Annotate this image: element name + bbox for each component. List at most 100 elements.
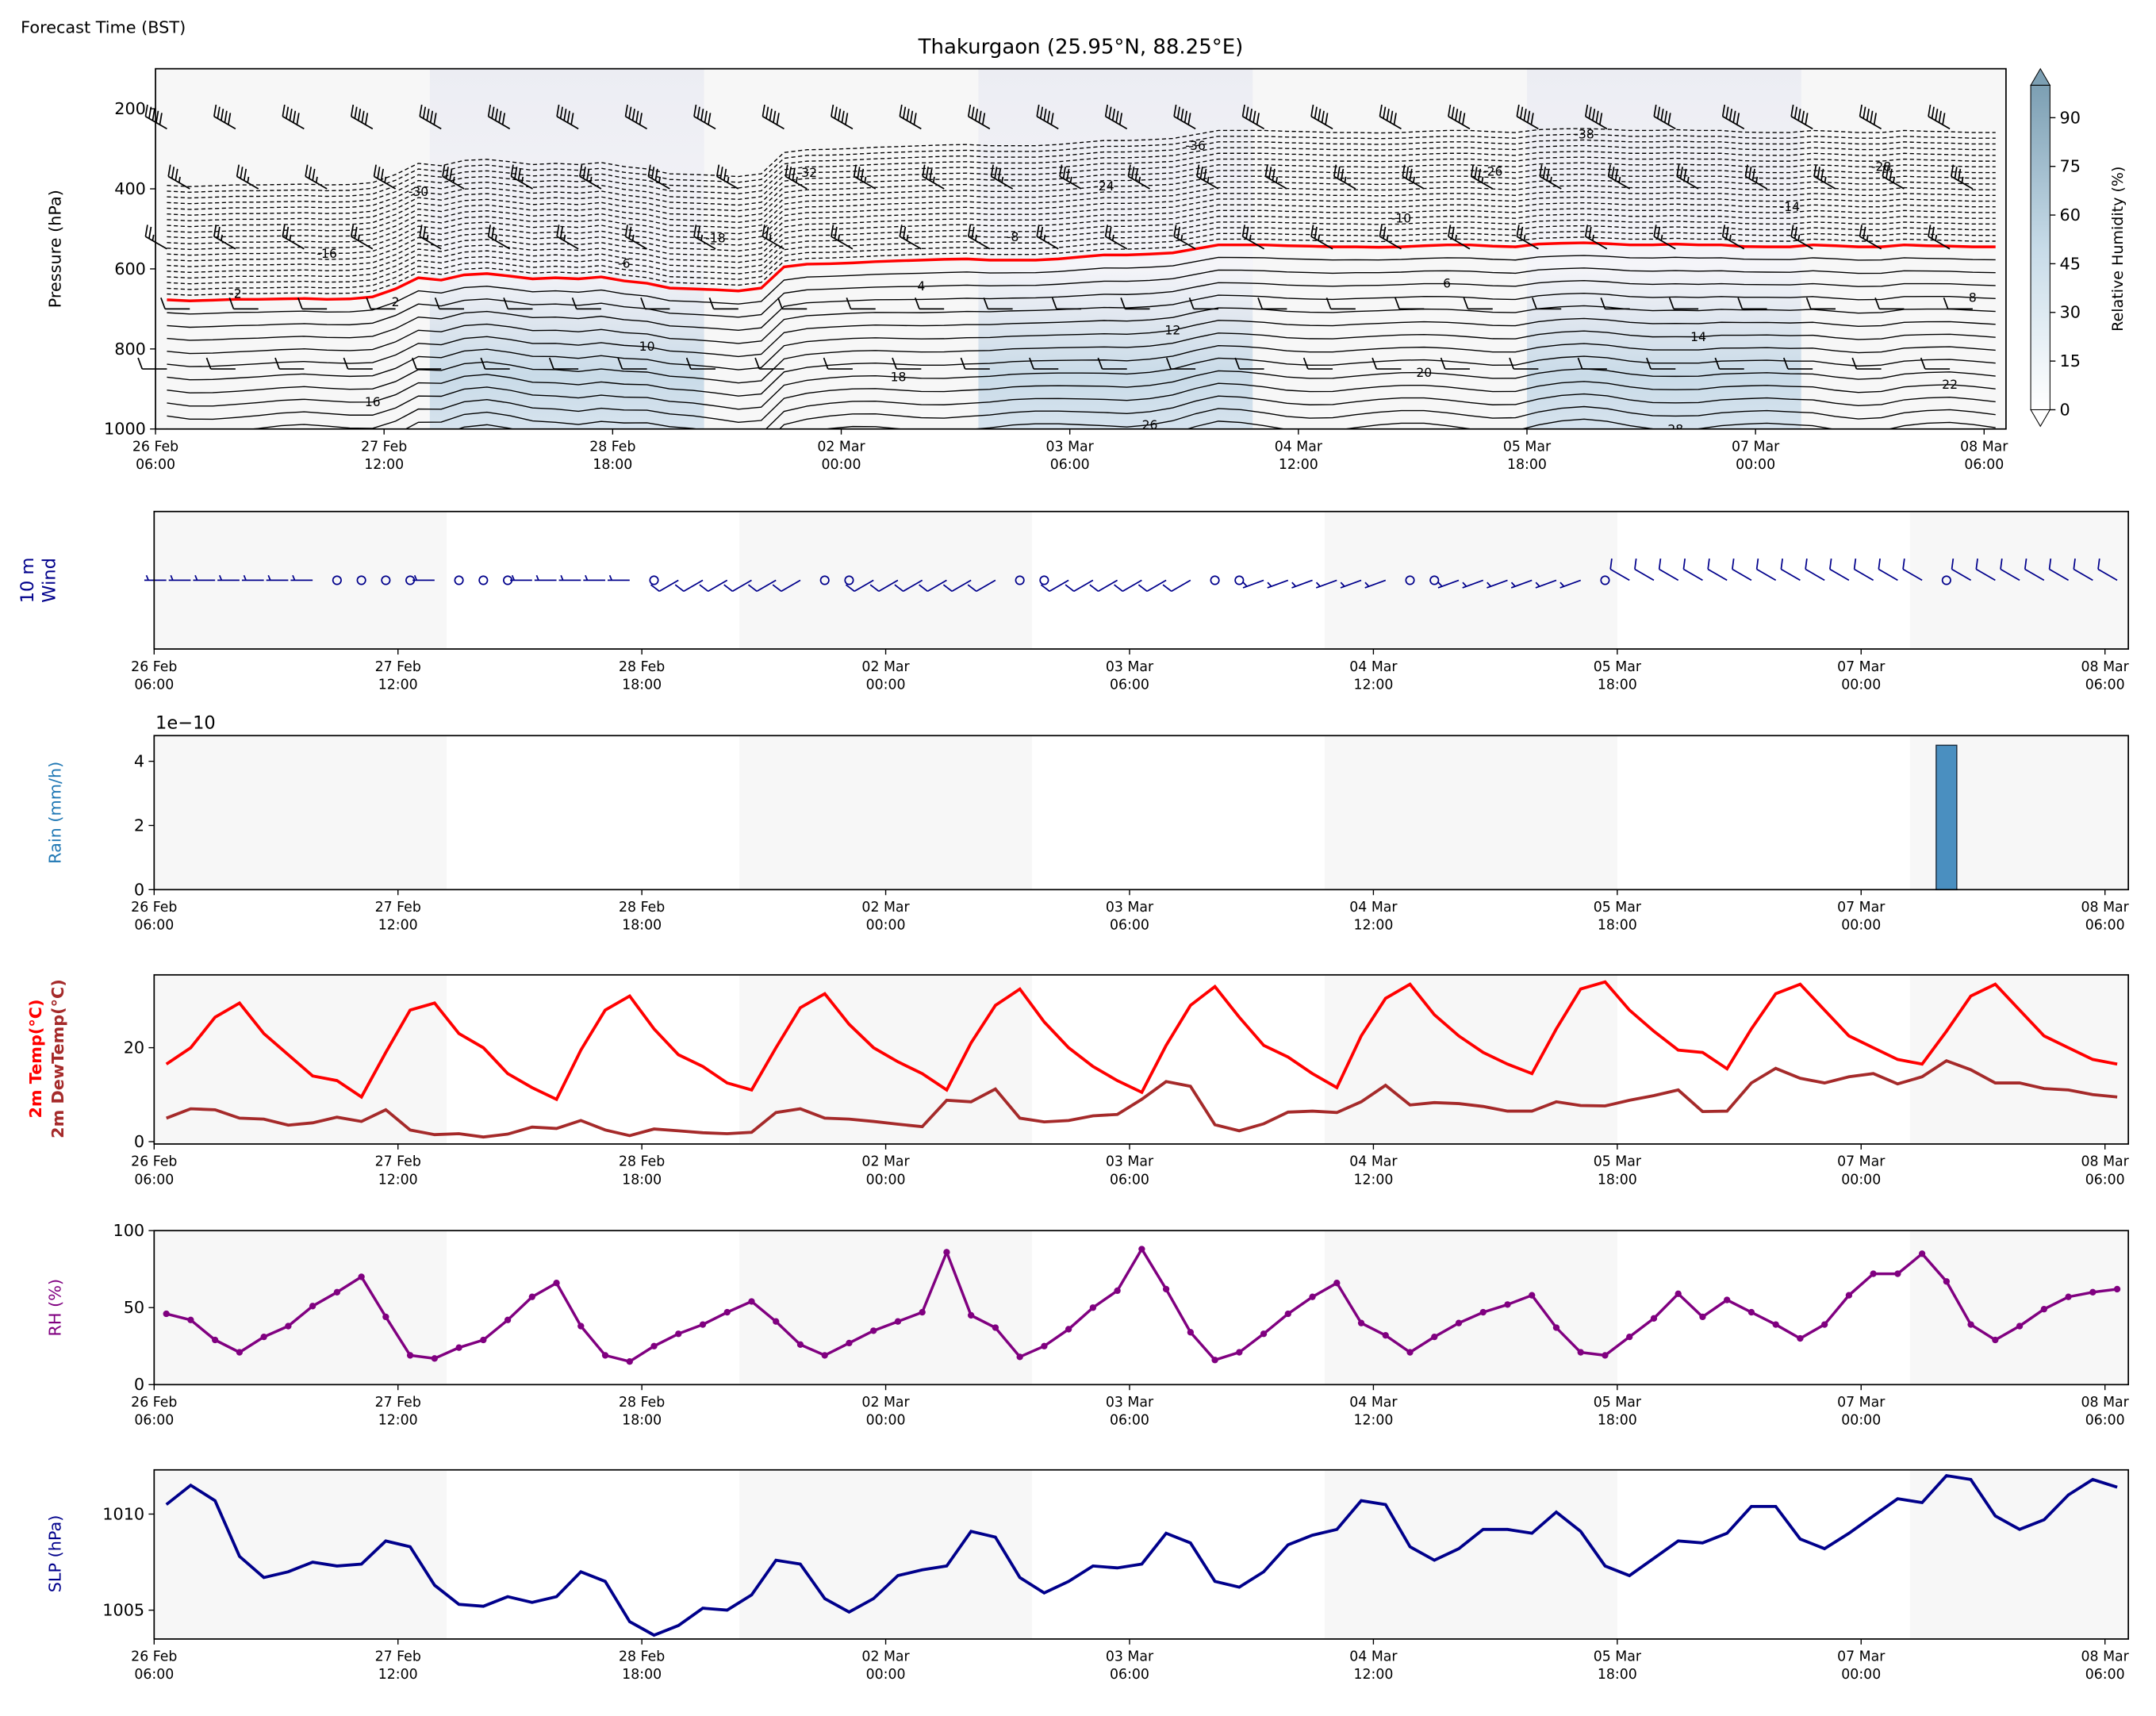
barb-flag	[1584, 225, 1589, 237]
rh-point	[650, 1342, 658, 1349]
barb-flag	[978, 110, 982, 123]
rh-point	[1650, 1315, 1658, 1322]
temp-shade-band	[739, 974, 1033, 1144]
wind-barb-icon	[534, 574, 557, 582]
barb-flag	[1097, 357, 1103, 370]
barb-staff	[1098, 579, 1118, 593]
barb-flag	[566, 110, 570, 123]
barb-half-flag	[585, 574, 589, 581]
barb-flag	[1732, 559, 1735, 570]
upper-wind-barb-icon	[960, 357, 990, 370]
slp-x-tick-date: 02 Mar	[861, 1649, 910, 1665]
barb-staff	[1073, 579, 1094, 593]
rh-point	[406, 1352, 414, 1359]
barb-half-flag	[1728, 234, 1732, 241]
barb-half-flag	[1138, 176, 1141, 183]
wind-barb-icon	[558, 574, 581, 582]
upper-wind-barb-icon	[1104, 225, 1128, 250]
isotherm-solid	[167, 267, 1996, 328]
barb-flag	[1793, 106, 1798, 119]
temp-y-tick-label: 0	[134, 1132, 144, 1151]
barb-flag	[2097, 559, 2100, 570]
isotherm-solid	[167, 317, 1996, 381]
upper-wind-barb-icon	[1813, 164, 1836, 190]
upper-wind-barb-icon	[1805, 298, 1836, 310]
barb-flag	[834, 226, 838, 239]
rh-point	[260, 1333, 267, 1341]
barb-flag	[700, 109, 704, 121]
barb-flag	[159, 113, 163, 125]
slp-x-tick-date: 04 Mar	[1349, 1649, 1398, 1665]
rh-point	[1016, 1353, 1023, 1361]
calm-circle-icon	[332, 575, 342, 585]
barb-flag	[228, 298, 235, 309]
rh-shade-band	[1324, 1230, 1617, 1385]
pressure-y-tick-label: 400	[114, 179, 146, 198]
contour-label: 10	[639, 340, 655, 354]
upper-wind-barb-icon	[708, 298, 738, 310]
temp-axis-label: 2m Temp(°C)	[26, 1000, 45, 1119]
barb-flag	[1249, 109, 1253, 121]
upper-wind-barb-icon	[434, 298, 465, 310]
top-x-tick-date: 08 Mar	[1960, 439, 2008, 455]
barb-flag	[651, 167, 655, 179]
barb-half-flag	[1180, 234, 1183, 241]
top-x-tick-time: 18:00	[593, 457, 632, 473]
wind-barb-icon	[1682, 559, 1703, 582]
barb-flag	[838, 109, 842, 121]
barb-flag	[910, 110, 914, 123]
contour-label: 2	[392, 295, 400, 309]
contour-label: -18	[705, 231, 725, 245]
barb-flag	[1530, 113, 1534, 125]
wind-barb-icon	[2000, 559, 2020, 582]
slp-x-tick-time: 12:00	[378, 1667, 418, 1683]
barb-half-flag	[589, 176, 593, 183]
calm-circle-icon	[844, 575, 854, 585]
barb-flag	[1653, 104, 1657, 117]
barb-flag	[449, 168, 453, 181]
barb-flag	[1951, 559, 1955, 570]
upper-wind-barb-icon	[1509, 357, 1539, 370]
rh-y-tick-label: 50	[124, 1298, 144, 1317]
barb-flag	[1256, 113, 1260, 125]
barb-flag	[674, 584, 685, 592]
barb-flag	[640, 298, 646, 309]
pressure-y-tick-label: 800	[114, 340, 146, 359]
barb-half-flag	[218, 574, 223, 581]
barb-flag	[1520, 106, 1524, 119]
contour-label: 20	[1416, 366, 1432, 380]
barb-flag	[942, 584, 953, 592]
upper-wind-barb-icon	[167, 164, 190, 190]
barb-flag	[1607, 164, 1612, 177]
upper-wind-barb-icon	[1584, 104, 1608, 130]
barb-flag	[1805, 559, 1808, 570]
isotherm-dashed	[167, 236, 1996, 296]
pressure-y-tick-label: 200	[114, 99, 146, 118]
barb-flag	[1050, 113, 1054, 125]
barb-flag	[773, 110, 777, 123]
barb-flag	[647, 164, 651, 177]
barb-flag	[715, 164, 720, 177]
barb-flag	[1264, 164, 1268, 177]
rh-point	[699, 1321, 707, 1328]
barb-staff	[1634, 568, 1655, 582]
top-x-tick-date: 27 Feb	[361, 439, 407, 455]
upper-wind-barb-icon	[510, 164, 533, 190]
wind-barb-icon	[942, 579, 972, 593]
barb-flag	[487, 104, 492, 117]
barb-half-flag	[700, 234, 704, 241]
wind-barb-icon	[699, 579, 728, 593]
barb-flag	[556, 225, 560, 237]
wind-barb-icon	[1405, 575, 1415, 585]
barb-half-flag	[1001, 176, 1004, 183]
wind-x-tick-date: 28 Feb	[619, 659, 665, 675]
upper-wind-barb-icon	[1943, 298, 1973, 310]
wind-barb-icon	[1234, 575, 1245, 585]
rh-point	[236, 1349, 244, 1356]
barb-flag	[1039, 106, 1044, 119]
rh-point	[1894, 1270, 1901, 1277]
top-x-tick-date: 05 Mar	[1503, 439, 1552, 455]
barb-half-flag	[1069, 176, 1072, 183]
barb-flag	[582, 167, 586, 179]
dewtemp-axis-label: 2m DewTemp(°C)	[48, 979, 67, 1138]
